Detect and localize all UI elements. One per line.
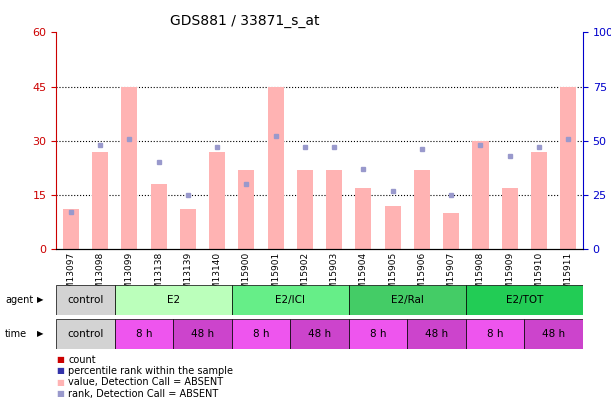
- Bar: [466, 285, 583, 315]
- Bar: [180, 209, 196, 249]
- Text: control: control: [67, 295, 104, 305]
- Text: E2/ICI: E2/ICI: [276, 295, 306, 305]
- Bar: [502, 188, 518, 249]
- Text: ▶: ▶: [37, 329, 43, 339]
- Text: 48 h: 48 h: [308, 329, 331, 339]
- Text: E2/Ral: E2/Ral: [391, 295, 424, 305]
- Bar: [443, 213, 459, 249]
- Text: ■: ■: [56, 378, 64, 387]
- Bar: [232, 285, 349, 315]
- Bar: [174, 319, 232, 349]
- Bar: [414, 170, 430, 249]
- Text: E2/TOT: E2/TOT: [506, 295, 543, 305]
- Bar: [150, 184, 167, 249]
- Bar: [122, 87, 137, 249]
- Text: 48 h: 48 h: [425, 329, 448, 339]
- Bar: [290, 319, 349, 349]
- Bar: [63, 209, 79, 249]
- Bar: [238, 170, 254, 249]
- Bar: [232, 319, 290, 349]
- Bar: [356, 188, 371, 249]
- Text: 8 h: 8 h: [487, 329, 503, 339]
- Bar: [408, 319, 466, 349]
- Bar: [268, 87, 284, 249]
- Text: E2: E2: [167, 295, 180, 305]
- Bar: [349, 285, 466, 315]
- Bar: [115, 285, 232, 315]
- Text: 8 h: 8 h: [370, 329, 386, 339]
- Bar: [385, 206, 401, 249]
- Text: 48 h: 48 h: [191, 329, 214, 339]
- Text: ▶: ▶: [37, 295, 43, 305]
- Bar: [349, 319, 408, 349]
- Bar: [209, 151, 225, 249]
- Text: ■: ■: [56, 355, 64, 364]
- Text: percentile rank within the sample: percentile rank within the sample: [68, 366, 233, 376]
- Text: GDS881 / 33871_s_at: GDS881 / 33871_s_at: [170, 14, 319, 28]
- Text: value, Detection Call = ABSENT: value, Detection Call = ABSENT: [68, 377, 224, 387]
- Text: count: count: [68, 355, 96, 364]
- Text: time: time: [5, 329, 27, 339]
- Text: 48 h: 48 h: [542, 329, 565, 339]
- Bar: [92, 151, 108, 249]
- Bar: [524, 319, 583, 349]
- Text: ■: ■: [56, 389, 64, 398]
- Bar: [472, 141, 489, 249]
- Text: 8 h: 8 h: [253, 329, 269, 339]
- Text: 8 h: 8 h: [136, 329, 152, 339]
- Bar: [560, 87, 576, 249]
- Bar: [297, 170, 313, 249]
- Text: rank, Detection Call = ABSENT: rank, Detection Call = ABSENT: [68, 389, 219, 399]
- Bar: [56, 285, 115, 315]
- Bar: [326, 170, 342, 249]
- Bar: [531, 151, 547, 249]
- Bar: [56, 319, 115, 349]
- Text: ■: ■: [56, 367, 64, 375]
- Bar: [466, 319, 524, 349]
- Text: agent: agent: [5, 295, 33, 305]
- Text: control: control: [67, 329, 104, 339]
- Bar: [115, 319, 174, 349]
